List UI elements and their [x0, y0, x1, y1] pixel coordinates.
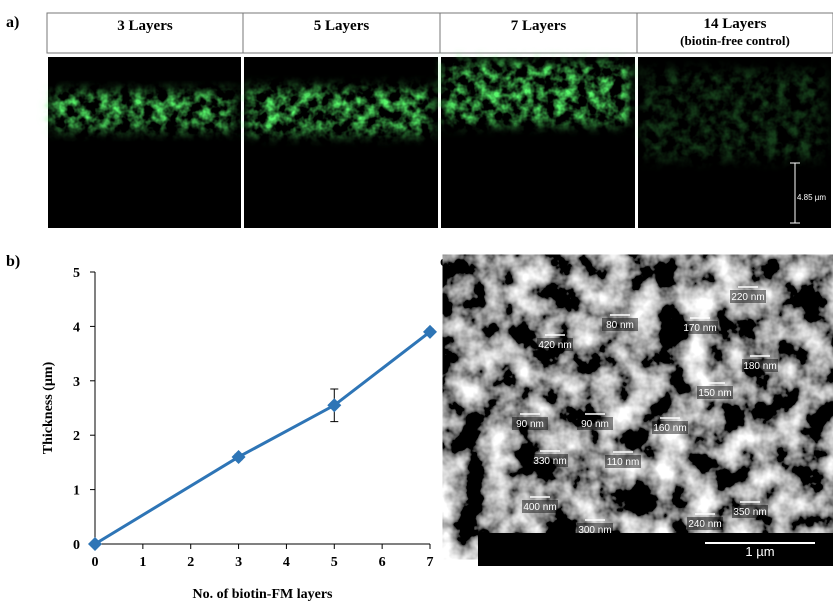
size-label: 240 nm [688, 519, 721, 530]
panel-label: c) [440, 253, 452, 270]
size-label: 180 nm [743, 361, 776, 372]
scale-bar [790, 162, 800, 224]
size-label: 170 nm [683, 323, 716, 334]
panel-label: a) [6, 14, 19, 31]
x-tick-label: 0 [92, 555, 99, 570]
data-point [88, 537, 102, 551]
column-header: 5 Layers [314, 18, 370, 34]
x-tick-label: 4 [283, 555, 290, 570]
size-label: 400 nm [523, 502, 556, 513]
size-label-bg [537, 338, 573, 351]
size-label-bg [682, 321, 718, 334]
size-label-bg [577, 417, 613, 430]
size-label: 420 nm [538, 340, 571, 351]
size-label-bg [532, 454, 568, 467]
y-tick-label: 1 [73, 484, 80, 499]
x-tick-label: 7 [427, 555, 434, 570]
y-tick-label: 3 [73, 375, 80, 390]
scale-label: 4.85 µm [797, 193, 826, 202]
size-label-bg [742, 359, 778, 372]
fluorescence-band [51, 92, 235, 130]
size-label-bg [605, 455, 641, 468]
x-tick-label: 5 [331, 555, 338, 570]
size-label: 350 nm [733, 507, 766, 518]
size-label-bg [522, 500, 558, 513]
x-tick-label: 2 [187, 555, 194, 570]
confocal-image [48, 57, 241, 228]
size-label-bg [732, 505, 768, 518]
size-label-bg [602, 318, 638, 331]
data-point [423, 324, 437, 339]
size-label-bg [697, 386, 733, 399]
size-label: 220 nm [731, 292, 764, 303]
size-label-bg [577, 523, 613, 536]
size-label-bg [512, 417, 548, 430]
size-label: 80 nm [606, 320, 634, 331]
y-axis-label: Thickness (µm) [41, 361, 56, 454]
sem-info-bar [478, 533, 833, 566]
size-label-bg [652, 421, 688, 434]
size-label-bg [730, 290, 766, 303]
size-label: 300 nm [578, 525, 611, 536]
sem-image [478, 280, 833, 534]
y-tick-label: 2 [73, 429, 80, 444]
size-label: 110 nm [607, 457, 640, 468]
size-label: 90 nm [516, 419, 544, 430]
column-header: 14 Layers [704, 16, 767, 32]
x-tick-label: 1 [139, 555, 146, 570]
size-label: 150 nm [698, 388, 731, 399]
data-point [327, 398, 342, 413]
fluorescence-band [444, 62, 629, 124]
column-header: 7 Layers [511, 18, 567, 34]
control-note: (biotin-free control) [680, 33, 790, 48]
size-label: 330 nm [533, 456, 566, 467]
data-line [94, 330, 431, 546]
fluorescence-band [247, 88, 432, 134]
panel-label: b) [6, 253, 20, 270]
column-header: 3 Layers [117, 18, 173, 34]
size-label: 90 nm [581, 419, 609, 430]
size-label: 160 nm [653, 423, 686, 434]
y-tick-label: 5 [73, 266, 80, 281]
confocal-image [244, 57, 438, 228]
x-tick-label: 6 [379, 555, 386, 570]
fluorescence-band [641, 70, 825, 160]
y-tick-label: 0 [73, 538, 80, 553]
x-tick-label: 3 [235, 555, 242, 570]
x-axis-label: No. of biotin-FM layers [193, 587, 334, 602]
y-tick-label: 4 [73, 320, 80, 335]
data-point [231, 449, 246, 464]
scale-label: 1 µm [745, 544, 774, 559]
size-label-bg [687, 517, 723, 530]
